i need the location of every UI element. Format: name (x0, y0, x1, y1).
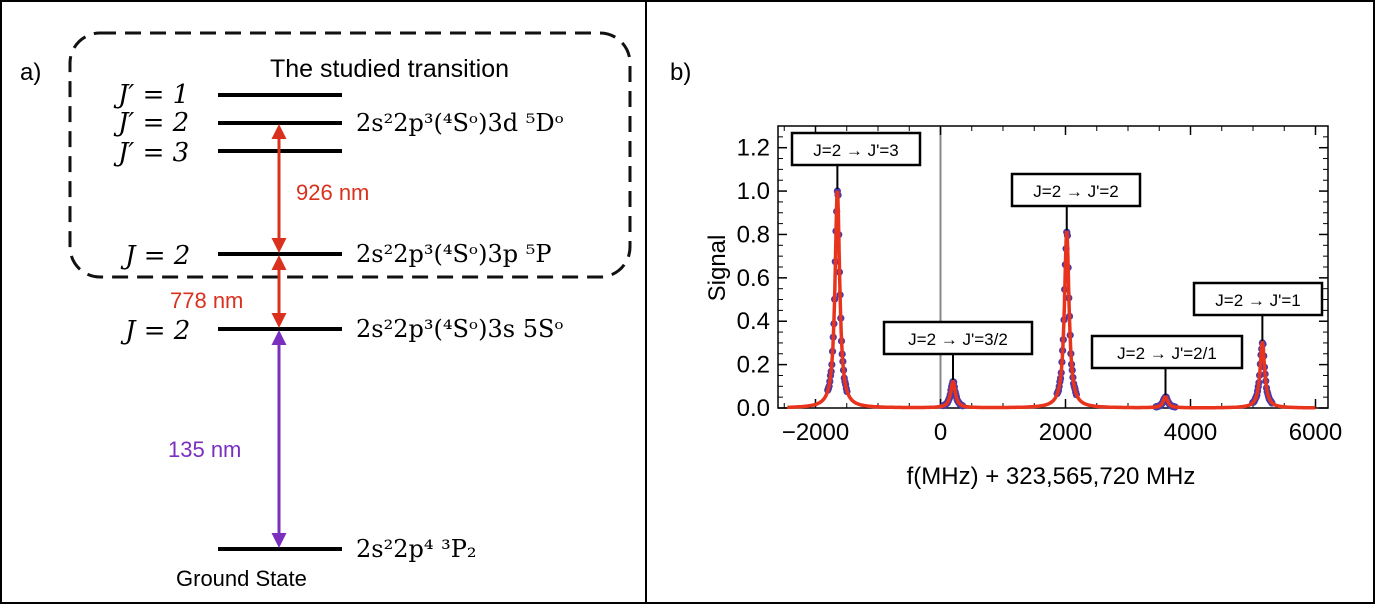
y-tick-label: 0.6 (737, 265, 770, 292)
config-upper: 2s²2p³(⁴Sᵒ)3d ⁵Dᵒ (356, 109, 564, 137)
peak-label-box (1192, 281, 1324, 317)
panel-b: b) −2000 0 2000 4000 6000 0.0 0.2 0.4 0.6 0.8 1.0 1… (670, 59, 1342, 490)
label-jp3: J′ = 3 (113, 138, 189, 168)
peak-label-box (882, 320, 1034, 356)
label-j2-3p: J = 2 (120, 241, 190, 271)
config-mid: 2s²2p³(⁴Sᵒ)3p ⁵P (356, 240, 552, 268)
x-tick-label: −2000 (782, 419, 849, 446)
y-tick-label: 0.8 (737, 221, 770, 248)
y-tick-label: 0.2 (737, 352, 770, 379)
peak-label: J=2 → J'=3 (813, 141, 898, 160)
label-926nm: 926 nm (296, 180, 369, 205)
x-tick-label: 4000 (1164, 419, 1217, 446)
plot-frame (777, 125, 1329, 409)
x-axis-label: f(MHz) + 323,565,720 MHz (907, 463, 1196, 490)
y-tick-label: 0.4 (737, 308, 770, 335)
peak-label-box (1010, 172, 1142, 208)
peak-label: J=2 → J'=2/1 (1117, 344, 1217, 363)
peak-label-box (1090, 334, 1244, 370)
panel-b-label: b) (670, 59, 691, 86)
label-j2-3s: J = 2 (120, 316, 190, 346)
fit-curve (787, 190, 1316, 410)
x-tick-label: 6000 (1289, 419, 1342, 446)
studied-transition-box (68, 31, 632, 279)
config-ground: 2s²2p⁴ ³P₂ (356, 535, 476, 563)
peak-label: J=2 → J'=2 (1033, 182, 1118, 201)
label-jp1: J′ = 1 (113, 80, 189, 110)
config-lower: 2s²2p³(⁴Sᵒ)3s 5Sᵒ (356, 315, 564, 343)
y-tick-label: 1.2 (737, 135, 770, 162)
peak-label: J=2 → J'=1 (1215, 291, 1300, 310)
peak-label: J=2 → J'=3/2 (908, 330, 1008, 349)
y-axis-label: Signal (704, 235, 731, 302)
spectrum-chart: −2000 0 2000 4000 6000 0.0 0.2 0.4 0.6 0.8 1.0 1.2 J… (737, 125, 1342, 446)
box-title: The studied transition (270, 55, 509, 83)
y-tick-label: 1.0 (737, 178, 770, 205)
panel-a: a) The studied transition J′ = 1 J′ = 2 … (20, 31, 632, 591)
label-778nm: 778 nm (170, 288, 243, 313)
peak-label-box (790, 131, 922, 167)
x-tick-label: 0 (934, 419, 947, 446)
y-tick-label: 0.0 (737, 395, 770, 422)
x-tick-label: 2000 (1039, 419, 1092, 446)
ground-state-label: Ground State (176, 566, 307, 591)
label-135nm: 135 nm (168, 437, 241, 462)
label-jp2: J′ = 2 (113, 108, 189, 138)
panel-a-label: a) (20, 59, 41, 86)
